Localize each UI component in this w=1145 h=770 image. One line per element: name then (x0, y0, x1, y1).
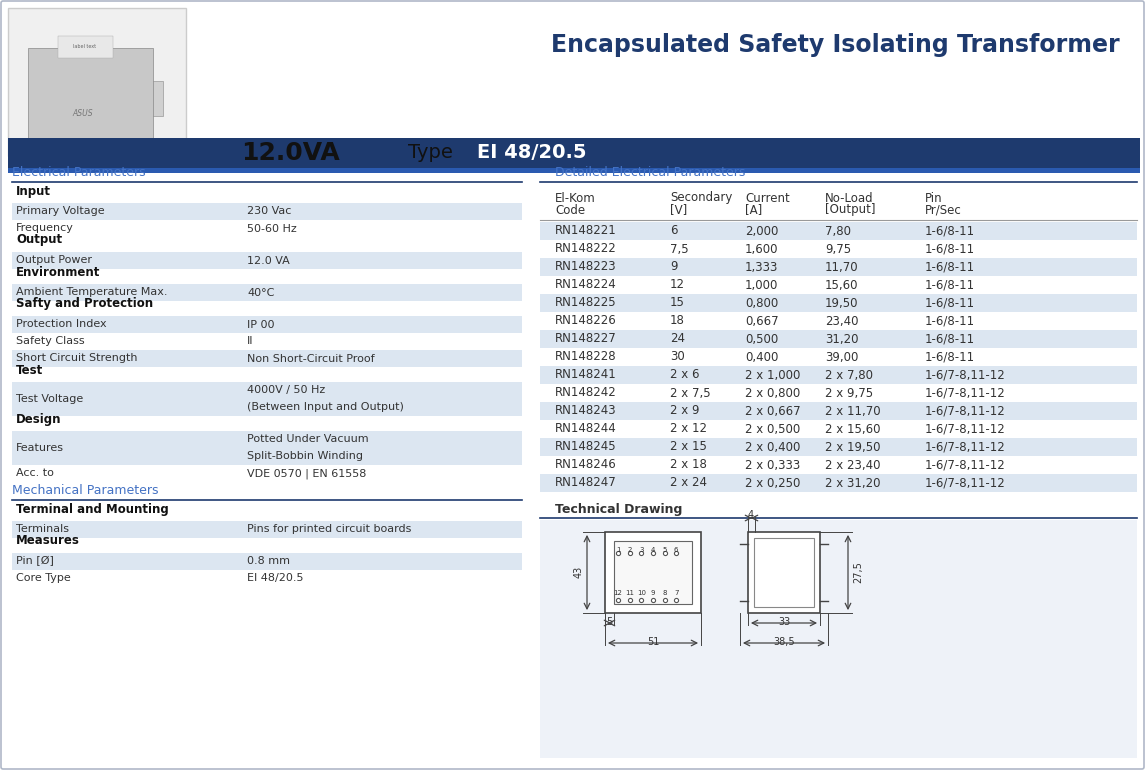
Text: 0,800: 0,800 (745, 296, 779, 310)
Bar (11, 220, 522, 237)
Text: RN148222: RN148222 (555, 243, 617, 256)
Text: 24: 24 (670, 333, 685, 346)
Text: RN148246: RN148246 (555, 458, 617, 471)
Text: 9: 9 (650, 590, 655, 596)
Bar (540, 456, 1137, 474)
FancyBboxPatch shape (58, 36, 113, 58)
Text: Split-Bobbin Winding: Split-Bobbin Winding (247, 450, 363, 460)
Text: Terminal and Mounting: Terminal and Mounting (16, 503, 168, 515)
Text: 27,5: 27,5 (853, 561, 863, 583)
Text: VDE 0570 | EN 61558: VDE 0570 | EN 61558 (247, 468, 366, 479)
Text: 19,50: 19,50 (826, 296, 859, 310)
Text: EI 48/20.5: EI 48/20.5 (477, 143, 586, 162)
Bar (540, 258, 1137, 276)
Text: RN148224: RN148224 (555, 279, 617, 292)
Text: 2 x 0,333: 2 x 0,333 (745, 458, 800, 471)
Text: 2 x 9: 2 x 9 (670, 404, 700, 417)
Text: 9: 9 (670, 260, 678, 273)
Text: 8: 8 (662, 590, 666, 596)
Bar (11, 316, 522, 333)
Text: 2,000: 2,000 (745, 225, 779, 237)
Text: Terminals: Terminals (16, 524, 69, 534)
Text: Detailed Electrical Parameters: Detailed Electrical Parameters (555, 166, 745, 179)
Text: 2 x 15: 2 x 15 (670, 440, 706, 454)
Text: 3: 3 (639, 547, 643, 553)
Text: Protection Index: Protection Index (16, 319, 106, 329)
Bar (540, 240, 1137, 258)
Bar (11, 350, 522, 367)
Text: 0,500: 0,500 (745, 333, 779, 346)
Text: label text: label text (73, 45, 96, 49)
Text: 1,000: 1,000 (745, 279, 779, 292)
Bar (614, 541, 692, 604)
Text: 9,75: 9,75 (826, 243, 851, 256)
Text: 1-6/8-11: 1-6/8-11 (925, 260, 976, 273)
Text: 1-6/7-8,11-12: 1-6/7-8,11-12 (925, 477, 1005, 490)
Bar (8, 168, 1140, 173)
Text: 2 x 24: 2 x 24 (670, 477, 706, 490)
Text: 33: 33 (777, 617, 790, 627)
Text: Pins for printed circuit boards: Pins for printed circuit boards (247, 524, 411, 534)
Text: 12.0 VA: 12.0 VA (247, 256, 290, 266)
Text: 230 Vac: 230 Vac (247, 206, 291, 216)
Text: 1-6/8-11: 1-6/8-11 (925, 350, 976, 363)
Bar (540, 222, 1137, 240)
Text: 1-6/8-11: 1-6/8-11 (925, 243, 976, 256)
Text: Non Short-Circuit Proof: Non Short-Circuit Proof (247, 353, 374, 363)
Text: RN148244: RN148244 (555, 423, 617, 436)
Text: 7,80: 7,80 (826, 225, 851, 237)
Text: Test: Test (16, 363, 44, 377)
Text: 1-6/7-8,11-12: 1-6/7-8,11-12 (925, 458, 1005, 471)
Bar (748, 532, 820, 613)
Text: RN148241: RN148241 (555, 369, 617, 381)
Text: 1-6/7-8,11-12: 1-6/7-8,11-12 (925, 404, 1005, 417)
Text: 43: 43 (574, 566, 584, 578)
Text: [Output]: [Output] (826, 203, 876, 216)
Text: Acc. to: Acc. to (16, 468, 54, 478)
Text: 2 x 0,250: 2 x 0,250 (745, 477, 800, 490)
Text: 11,70: 11,70 (826, 260, 859, 273)
Bar (11, 333, 522, 350)
Text: 2 x 11,70: 2 x 11,70 (826, 404, 881, 417)
Bar (755, 538, 814, 607)
Text: 1-6/7-8,11-12: 1-6/7-8,11-12 (925, 440, 1005, 454)
Text: Pin: Pin (925, 192, 942, 205)
Text: 1-6/8-11: 1-6/8-11 (925, 296, 976, 310)
Bar (540, 402, 1137, 420)
Text: 18: 18 (670, 314, 685, 327)
Text: Technical Drawing: Technical Drawing (555, 503, 682, 515)
Bar (540, 366, 1137, 384)
Text: Output Power: Output Power (16, 255, 92, 265)
Text: 10: 10 (637, 590, 646, 596)
Text: 12: 12 (614, 590, 623, 596)
Text: RN148227: RN148227 (555, 333, 617, 346)
Bar (540, 384, 1137, 402)
Text: RN148223: RN148223 (555, 260, 617, 273)
Text: Electrical Parameters: Electrical Parameters (11, 166, 145, 179)
Text: 1-6/7-8,11-12: 1-6/7-8,11-12 (925, 369, 1005, 381)
Text: 2 x 7,5: 2 x 7,5 (670, 387, 711, 400)
Text: 2 x 0,667: 2 x 0,667 (745, 404, 800, 417)
Bar (11, 521, 522, 538)
Bar (11, 284, 522, 301)
Text: 1,600: 1,600 (745, 243, 779, 256)
Text: Environment: Environment (16, 266, 101, 279)
Text: 4: 4 (650, 547, 655, 553)
Text: (Between Input and Output): (Between Input and Output) (247, 402, 404, 412)
Text: RN148245: RN148245 (555, 440, 617, 454)
Text: EI 48/20.5: EI 48/20.5 (247, 574, 303, 584)
Bar (11, 570, 522, 587)
Text: 2 x 15,60: 2 x 15,60 (826, 423, 881, 436)
FancyBboxPatch shape (8, 8, 185, 156)
Text: 1: 1 (616, 547, 621, 553)
Text: 15,60: 15,60 (826, 279, 859, 292)
FancyBboxPatch shape (27, 48, 153, 141)
Text: Output: Output (16, 233, 62, 246)
Text: 4000V / 50 Hz: 4000V / 50 Hz (247, 386, 325, 396)
Bar (11, 465, 522, 482)
Text: RN148228: RN148228 (555, 350, 617, 363)
Text: No-Load: No-Load (826, 192, 874, 205)
Text: Measures: Measures (16, 534, 80, 547)
Text: Input: Input (16, 185, 52, 197)
